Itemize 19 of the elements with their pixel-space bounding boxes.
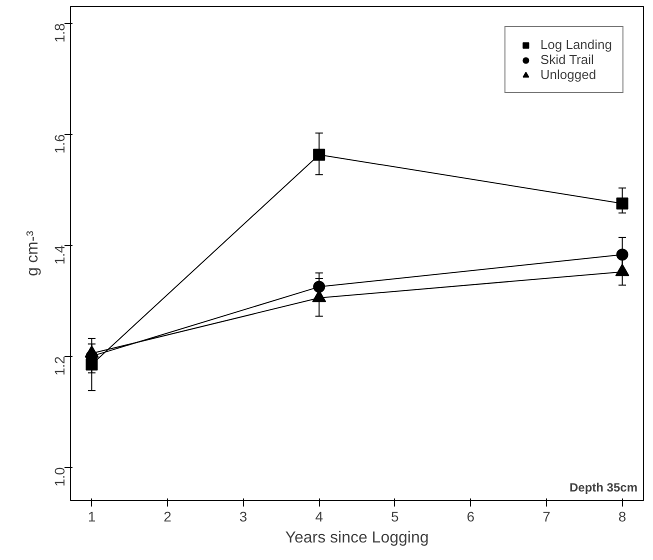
x-tick-label: 6 — [466, 508, 475, 524]
annotation: Depth 35cm — [569, 480, 638, 494]
legend-label: Skid Trail — [540, 52, 594, 67]
x-tick-label: 3 — [239, 508, 248, 524]
x-axis-title: Years since Logging — [285, 530, 429, 546]
legend-label: Unlogged — [540, 67, 596, 82]
y-axis-title: g cm-³ — [24, 230, 42, 276]
legend-label: Log Landing — [540, 37, 612, 52]
x-tick-label: 7 — [542, 508, 551, 524]
x-tick-label: 4 — [315, 508, 324, 524]
x-tick-label: 8 — [618, 508, 626, 524]
y-tick-label: 1.6 — [52, 134, 68, 154]
x-tick-label: 5 — [391, 508, 400, 524]
x-tick-label: 2 — [164, 508, 172, 524]
y-tick-label: 1.2 — [52, 356, 68, 376]
x-tick-label: 1 — [88, 508, 96, 524]
y-tick-label: 1.0 — [52, 466, 68, 487]
y-tick-label: 1.8 — [52, 22, 68, 43]
y-tick-label: 1.4 — [52, 244, 68, 265]
